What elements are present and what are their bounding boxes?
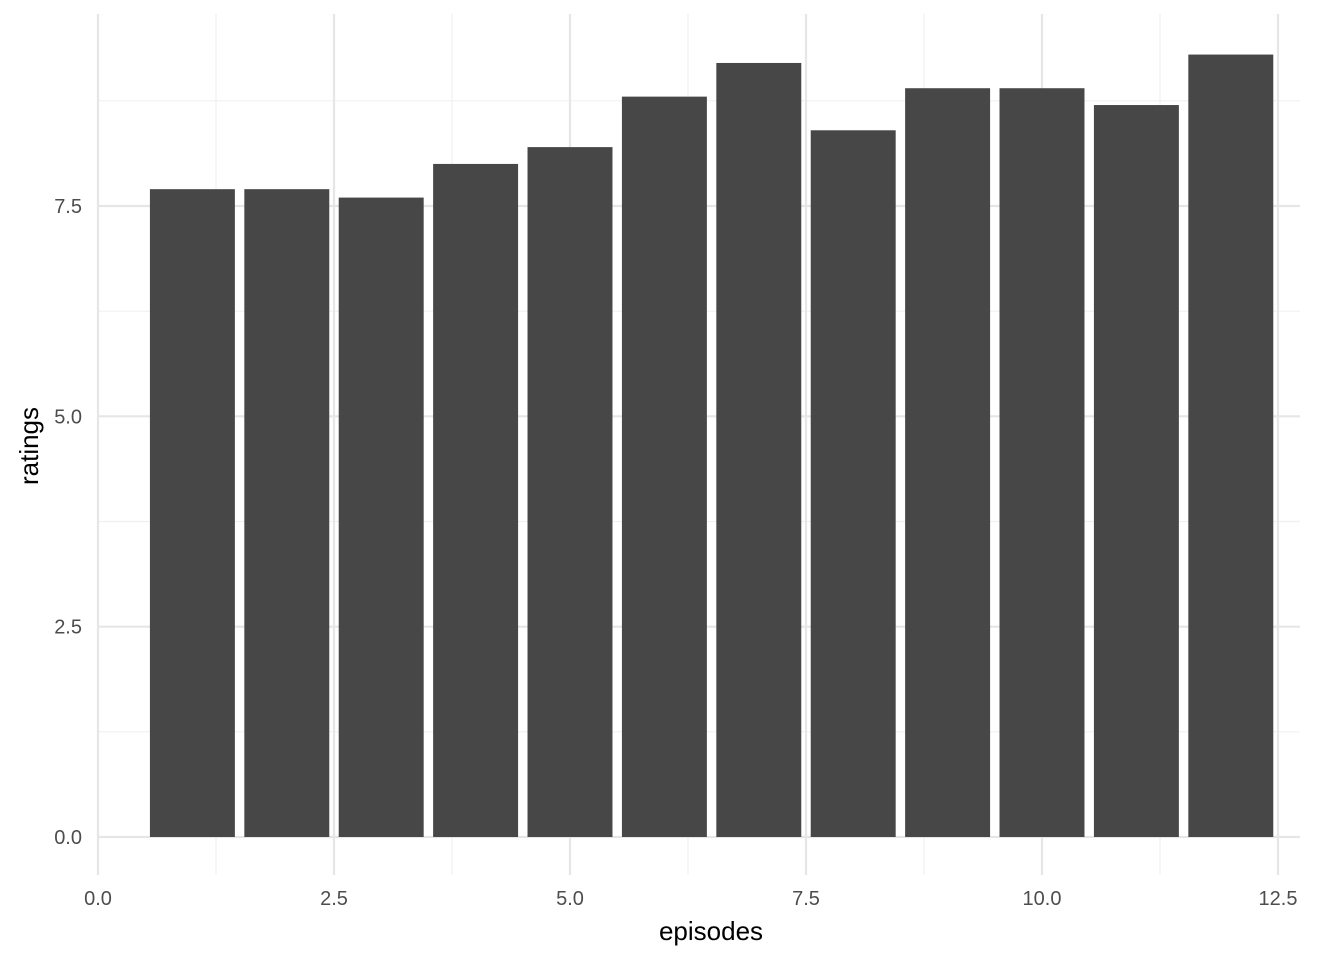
- y-axis-ticks: 0.0 2.5 5.0 7.5: [54, 196, 82, 849]
- bar-episode-2: [244, 189, 330, 837]
- x-tick-label: 10.0: [1023, 888, 1062, 910]
- x-tick-label: 5.0: [556, 888, 584, 910]
- x-axis-ticks: 0.0 2.5 5.0 7.5 10.0 12.5: [84, 888, 1297, 910]
- bar-episode-3: [338, 197, 424, 837]
- x-tick-label: 7.5: [792, 888, 820, 910]
- bar-episode-8: [810, 130, 896, 837]
- x-tick-label: 2.5: [320, 888, 348, 910]
- y-tick-label: 2.5: [54, 617, 82, 639]
- bar-episode-6: [621, 96, 707, 838]
- y-axis-title: ratings: [14, 407, 44, 485]
- bar-episode-11: [1093, 105, 1179, 838]
- bar-episode-7: [716, 62, 802, 838]
- y-tick-label: 5.0: [54, 406, 82, 428]
- y-tick-label: 7.5: [54, 196, 82, 218]
- bar-episode-9: [905, 88, 991, 838]
- bar-episode-5: [527, 147, 613, 837]
- y-tick-label: 0.0: [54, 827, 82, 849]
- x-tick-label: 0.0: [84, 888, 112, 910]
- bar-episode-4: [433, 163, 519, 837]
- x-axis-title: episodes: [659, 916, 763, 946]
- bar-episode-10: [999, 88, 1085, 838]
- bars: [149, 54, 1274, 838]
- bar-episode-1: [149, 189, 235, 837]
- bar-episode-12: [1188, 54, 1274, 838]
- x-tick-label: 12.5: [1259, 888, 1298, 910]
